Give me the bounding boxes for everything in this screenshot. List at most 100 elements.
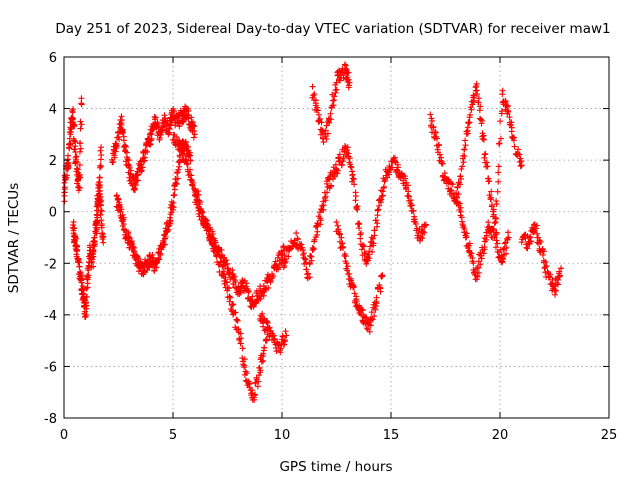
data-point <box>530 221 537 228</box>
data-point <box>492 244 499 251</box>
data-point <box>539 251 546 258</box>
data-point <box>460 222 467 229</box>
data-point <box>314 107 321 114</box>
data-point <box>311 238 318 245</box>
data-point <box>161 235 168 242</box>
data-point <box>226 298 233 305</box>
data-point <box>518 158 525 165</box>
data-point <box>429 117 436 124</box>
data-point <box>155 256 162 263</box>
data-point <box>359 307 366 314</box>
data-point <box>374 212 381 219</box>
data-point <box>322 127 329 134</box>
data-point <box>236 290 243 297</box>
data-point <box>214 251 221 258</box>
data-point <box>488 202 495 209</box>
data-point <box>308 253 315 260</box>
data-point <box>67 140 74 147</box>
data-point <box>392 158 399 165</box>
data-point <box>77 125 84 132</box>
data-point <box>477 252 484 259</box>
data-point <box>147 141 154 148</box>
data-point <box>258 358 265 365</box>
data-point <box>72 233 79 240</box>
data-point <box>366 328 373 335</box>
data-point <box>90 263 97 270</box>
data-point <box>518 162 525 169</box>
data-point <box>456 200 463 207</box>
data-point <box>243 280 250 287</box>
data-point <box>377 285 384 292</box>
data-point <box>353 298 360 305</box>
data-point <box>165 226 172 233</box>
data-point <box>497 135 504 142</box>
data-point <box>174 175 181 182</box>
data-point <box>177 141 184 148</box>
data-point <box>326 176 333 183</box>
data-point <box>227 294 234 301</box>
data-point <box>410 207 417 214</box>
data-point <box>340 244 347 251</box>
data-point <box>309 245 316 252</box>
data-point <box>523 244 530 251</box>
data-point <box>224 284 231 291</box>
data-point <box>478 117 485 124</box>
data-point <box>500 246 507 253</box>
data-point <box>350 176 357 183</box>
data-point <box>495 178 502 185</box>
data-point <box>338 161 345 168</box>
data-point <box>97 147 104 154</box>
data-point <box>148 131 155 138</box>
data-point <box>493 201 500 208</box>
data-point <box>217 259 224 266</box>
data-point <box>76 140 83 147</box>
data-point <box>335 226 342 233</box>
data-point <box>112 148 119 155</box>
data-point <box>139 164 146 171</box>
data-point <box>167 218 174 225</box>
data-point <box>261 315 268 322</box>
data-point <box>171 108 178 115</box>
data-point <box>146 253 153 260</box>
data-point <box>432 129 439 136</box>
data-point <box>138 167 145 174</box>
data-point <box>482 150 489 157</box>
data-point <box>497 118 504 125</box>
data-point <box>173 133 180 140</box>
plot-frame <box>63 56 610 419</box>
data-point <box>366 255 373 262</box>
data-point <box>493 237 500 244</box>
data-point <box>469 101 476 108</box>
data-point <box>508 119 515 126</box>
data-point <box>83 311 90 318</box>
data-point <box>76 148 83 155</box>
data-point <box>516 151 523 158</box>
data-point <box>343 66 350 73</box>
data-point <box>336 231 343 238</box>
data-point <box>270 273 277 280</box>
data-point <box>446 179 453 186</box>
data-point <box>263 319 270 326</box>
data-point <box>306 274 313 281</box>
data-point <box>352 193 359 200</box>
data-point <box>327 110 334 117</box>
data-point <box>373 294 380 301</box>
data-point <box>543 263 550 270</box>
data-point <box>389 164 396 171</box>
data-point <box>322 193 329 200</box>
data-point <box>347 163 354 170</box>
data-point <box>488 188 495 195</box>
data-point <box>273 348 280 355</box>
data-point <box>490 206 497 213</box>
y-tick-label: -6 <box>44 360 57 375</box>
data-point <box>113 143 120 150</box>
data-point <box>184 143 191 150</box>
data-point <box>471 92 478 99</box>
data-point <box>501 240 508 247</box>
data-point <box>536 237 543 244</box>
data-point <box>540 248 547 255</box>
data-point <box>324 130 331 137</box>
data-point <box>553 287 560 294</box>
data-point <box>173 181 180 188</box>
data-point <box>402 175 409 182</box>
